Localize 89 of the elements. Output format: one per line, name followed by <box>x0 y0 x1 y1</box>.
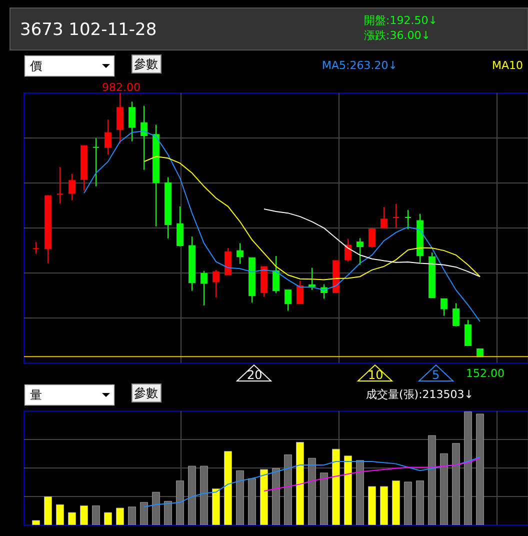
bar <box>260 469 268 525</box>
text: 成交量(張):213503↓ <box>366 388 474 401</box>
bar <box>452 443 460 525</box>
bar <box>356 460 364 525</box>
bar <box>344 456 352 525</box>
bar <box>428 435 436 525</box>
text: 量 <box>30 388 42 402</box>
candlestick <box>128 101 136 142</box>
bar <box>476 414 484 525</box>
bar <box>176 480 184 525</box>
candlestick <box>404 209 412 230</box>
candlestick <box>92 138 100 187</box>
candlestick <box>116 93 124 144</box>
bar <box>236 470 244 525</box>
candlestick <box>428 252 436 298</box>
bar <box>152 492 160 525</box>
text: 開盤:192.50↓ <box>364 14 438 27</box>
text: 10 <box>368 368 384 382</box>
candlestick <box>308 267 316 290</box>
bar <box>164 500 172 525</box>
bar <box>248 478 256 525</box>
candlestick <box>464 319 472 346</box>
bar <box>188 466 196 525</box>
bar <box>440 453 448 525</box>
candlestick <box>452 302 460 327</box>
text: 20 <box>247 368 262 382</box>
candlestick <box>344 238 352 262</box>
text: 5 <box>432 368 440 382</box>
candlestick <box>104 119 112 156</box>
candlestick <box>284 289 292 312</box>
bar <box>80 505 88 525</box>
candlestick <box>236 242 244 264</box>
candlestick <box>380 206 388 229</box>
bar <box>320 472 328 525</box>
candlestick <box>164 176 172 239</box>
text: 152.00 <box>466 367 504 380</box>
bar <box>296 442 304 525</box>
bar <box>284 454 292 525</box>
bar <box>368 486 376 525</box>
candlestick <box>248 257 256 304</box>
candlestick <box>200 270 208 306</box>
bar <box>212 488 220 525</box>
text: 參數 <box>134 386 158 400</box>
bar <box>308 458 316 525</box>
bar <box>392 480 400 525</box>
bar <box>332 448 340 525</box>
candlestick <box>140 105 148 170</box>
bar <box>380 486 388 525</box>
bar <box>104 512 112 525</box>
bar <box>272 468 280 525</box>
candlestick <box>176 206 184 247</box>
candlestick <box>296 280 304 304</box>
bar <box>128 506 136 525</box>
bar <box>140 502 148 525</box>
text: 價 <box>30 59 42 73</box>
bar <box>416 480 424 525</box>
candlestick <box>332 260 340 293</box>
candlestick <box>188 236 196 292</box>
bar <box>224 451 232 525</box>
candlestick <box>68 173 76 201</box>
candlestick <box>260 266 268 298</box>
bar <box>404 482 412 525</box>
candlestick <box>416 213 424 264</box>
candlestick <box>440 298 448 316</box>
bar <box>68 512 76 525</box>
bar <box>92 505 100 525</box>
candlestick <box>32 241 40 254</box>
candlestick <box>356 238 364 266</box>
candlestick <box>224 248 232 276</box>
candlestick <box>212 269 220 298</box>
text: MA10 <box>492 59 524 72</box>
annotation: 982.00 <box>102 81 140 94</box>
chart-title: 3673 102-11-28 <box>20 20 157 40</box>
bar <box>464 411 472 525</box>
text: 漲跌:36.00↓ <box>364 29 430 42</box>
bar <box>200 466 208 525</box>
bar <box>32 520 40 525</box>
candlestick <box>152 124 160 227</box>
text: MA5:263.20↓ <box>322 59 398 72</box>
bar <box>116 508 124 525</box>
candlestick <box>80 145 88 192</box>
candlestick <box>392 203 400 228</box>
text: 參數 <box>134 57 158 71</box>
bar <box>56 504 64 525</box>
bar <box>44 496 52 525</box>
candlestick <box>56 166 64 204</box>
candlestick <box>368 228 376 248</box>
candlestick <box>272 255 280 294</box>
candlestick <box>44 194 52 264</box>
